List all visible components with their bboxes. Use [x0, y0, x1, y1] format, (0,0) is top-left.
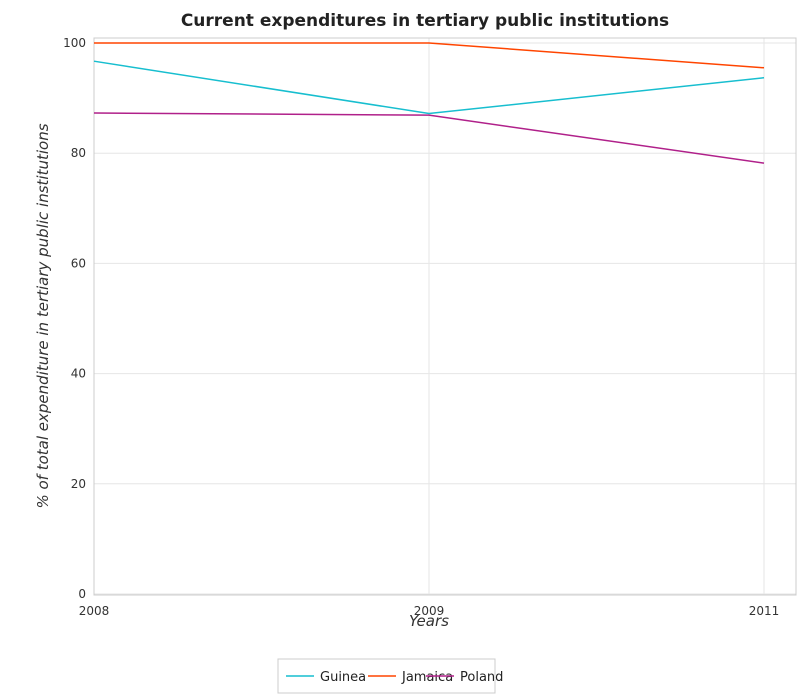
- legend: Guinea Jamaica Poland: [277, 658, 503, 694]
- y-axis-label: % of total expenditure in tertiary publi…: [34, 123, 52, 508]
- x-axis-label: Years: [409, 612, 449, 630]
- legend-label-poland: Poland: [460, 670, 503, 685]
- y-tick-label: 0: [78, 587, 86, 601]
- y-tick-label: 60: [71, 256, 86, 270]
- x-tick-label: 2008: [79, 604, 110, 618]
- series-line-jamaica: [94, 42, 765, 69]
- y-tick-label: 100: [63, 36, 86, 50]
- legend-label-jamaica: Jamaica: [401, 670, 453, 685]
- y-axis-ticks: 0 20 40 60 80 100: [63, 36, 86, 601]
- grid: [93, 38, 796, 595]
- legend-label-guinea: Guinea: [320, 670, 366, 685]
- x-tick-label: 2011: [749, 604, 780, 618]
- y-tick-label: 40: [71, 367, 86, 381]
- chart-title: Current expenditures in tertiary public …: [181, 11, 669, 31]
- series-line-poland: [93, 112, 765, 164]
- series-line-guinea: [93, 60, 765, 115]
- x-tick-label: 2009: [414, 604, 445, 618]
- series-lines: [93, 42, 765, 164]
- plot-frame: [93, 37, 797, 596]
- y-tick-label: 20: [71, 477, 86, 491]
- x-axis-ticks: 2008 2009 2011: [79, 604, 780, 618]
- y-tick-label: 80: [71, 146, 86, 160]
